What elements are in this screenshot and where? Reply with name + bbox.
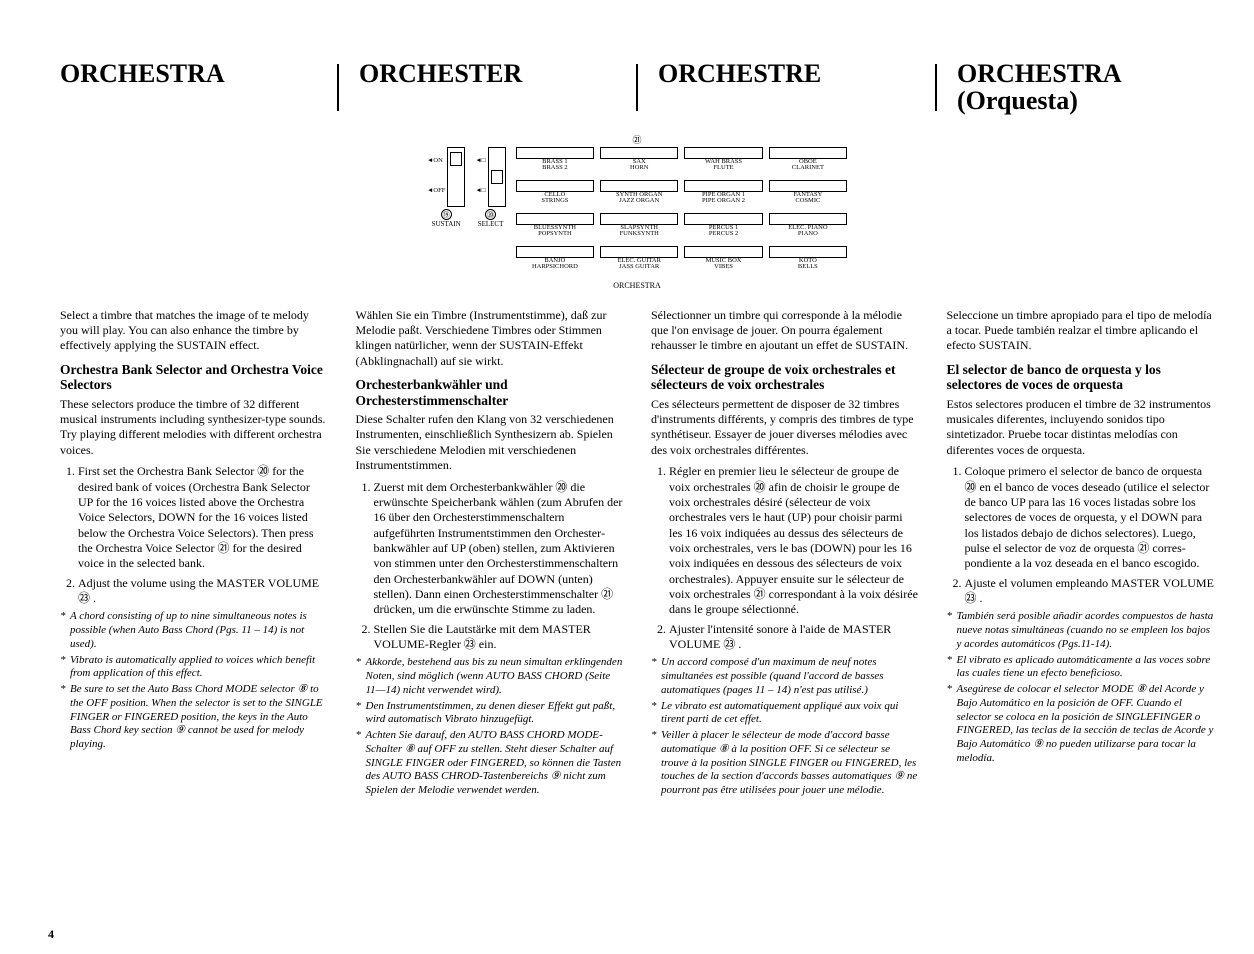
- voice-selector: [684, 147, 762, 159]
- voice-selector: [516, 180, 594, 192]
- divider: [935, 64, 937, 111]
- step-item: Adjust the volume using the MASTER VOLUM…: [78, 576, 328, 607]
- intro-text: Wählen Sie ein Timbre (Instrumentstimme)…: [356, 308, 624, 369]
- voice-selector: [600, 213, 678, 225]
- voice-label: SYNTH ORGAN JAZZ ORGAN: [600, 192, 678, 205]
- voice-label: KOTO BELLS: [769, 258, 847, 271]
- sustain-switch: ◄ON ◄OFF ⑲ SUSTAIN: [427, 147, 465, 228]
- title-row: ORCHESTRA ORCHESTER ORCHESTRE ORCHESTRA …: [60, 60, 1214, 115]
- intro-text: Select a timbre that matches the image o…: [60, 308, 328, 354]
- marker-20: ⑳: [485, 209, 496, 220]
- voice-label: PERCUS 1 PERCUS 2: [684, 225, 762, 238]
- voice-selector: [769, 246, 847, 258]
- step-item: Coloque primero el selector de banco de …: [965, 464, 1215, 572]
- voice-selector: [769, 147, 847, 159]
- subhead: Sélecteur de groupe de voix orchestrales…: [651, 362, 919, 393]
- sustain-label: SUSTAIN: [432, 220, 461, 228]
- marker-21: ㉑: [632, 133, 641, 146]
- divider: [337, 64, 339, 111]
- title-en: ORCHESTRA: [60, 60, 317, 115]
- note-item: Vibrato is automatically applied to voic…: [60, 654, 328, 682]
- selector-description: Ces sélecteurs permettent de disposer de…: [651, 397, 919, 458]
- select-switch: ◄□ ◄□ ⑳ SELECT: [475, 147, 505, 228]
- selector-description: Diese Schalter rufen den Klang von 32 ve…: [356, 412, 624, 473]
- voice-selector: [769, 213, 847, 225]
- title-de: ORCHESTER: [359, 60, 616, 115]
- note-item: Un accord composé d'un maximum de neuf n…: [651, 656, 919, 697]
- orchestra-diagram: ㉑ ◄ON ◄OFF ⑲ SUSTAIN ◄□ ◄□ ⑳: [427, 133, 847, 290]
- body-columns: Select a timbre that matches the image o…: [60, 308, 1214, 800]
- voice-selector: [600, 147, 678, 159]
- sustain-off-label: ◄OFF: [427, 188, 445, 195]
- voice-label: WAH BRASS FLUTE: [684, 159, 762, 172]
- page-number: 4: [48, 927, 54, 942]
- note-item: Veiller à placer le sélecteur de mode d'…: [651, 729, 919, 798]
- voice-label: PIPE ORGAN 1 PIPE ORGAN 2: [684, 192, 762, 205]
- voice-selector: [600, 246, 678, 258]
- note-item: Akkorde, bestehend aus bis zu neun simul…: [356, 656, 624, 697]
- voice-label: ELEC. PIANO PIANO: [769, 225, 847, 238]
- voice-label: CELLO STRINGS: [516, 192, 594, 205]
- marker-19: ⑲: [441, 209, 452, 220]
- voice-selector: [516, 147, 594, 159]
- sustain-on-label: ◄ON: [427, 158, 445, 165]
- title-es: ORCHESTRA (Orquesta): [957, 60, 1214, 115]
- intro-text: Seleccione un timbre apropiado para el t…: [947, 308, 1215, 354]
- note-item: El vibrato es aplicado automáticamente a…: [947, 654, 1215, 682]
- step-item: Ajuster l'intensité sonore à l'aide de M…: [669, 622, 919, 653]
- select-label: SELECT: [478, 220, 504, 228]
- col-es: Seleccione un timbre apropiado para el t…: [947, 308, 1215, 800]
- col-fr: Sélectionner un timbre qui corresponde à…: [651, 308, 919, 800]
- voice-grid: BRASS 1 BRASS 2 SAX HORN WAH BRASS FLUTE OB…: [516, 147, 847, 279]
- voice-selector: [684, 213, 762, 225]
- step-item: Ajuste el volumen empleando MASTER VOLUM…: [965, 576, 1215, 607]
- divider: [636, 64, 638, 111]
- note-item: Asegúrese de colocar el selector MODE ⑧ …: [947, 683, 1215, 766]
- voice-selector: [600, 180, 678, 192]
- voice-label: BANJO HARPSICHORD: [516, 258, 594, 271]
- voice-label: BLUESSYNTH POPSYNTH: [516, 225, 594, 238]
- voice-label: ELEC. GUITAR JASS GUITAR: [600, 258, 678, 271]
- voice-selector: [684, 246, 762, 258]
- voice-selector: [516, 213, 594, 225]
- subhead: Orchestra Bank Selector and Orchestra Vo…: [60, 362, 328, 393]
- orchestra-caption: ORCHESTRA: [427, 281, 847, 290]
- step-item: Régler en premier lieu le sélecteur de g…: [669, 464, 919, 618]
- step-item: First set the Orchestra Bank Selector ⑳ …: [78, 464, 328, 572]
- voice-label: SLAPSYNTH FUNKSYNTH: [600, 225, 678, 238]
- select-up-label: ◄□: [475, 158, 485, 165]
- col-de: Wählen Sie ein Timbre (Instrumentstimme)…: [356, 308, 624, 800]
- note-item: Le vibrato est automatiquement appliqué …: [651, 700, 919, 728]
- step-item: Zuerst mit dem Orchesterbankwähler ⑳ die…: [374, 480, 624, 618]
- selector-description: These selectors produce the timbre of 32…: [60, 397, 328, 458]
- selector-description: Estos selectores producen el timbre de 3…: [947, 397, 1215, 458]
- voice-label: OBOE CLARINET: [769, 159, 847, 172]
- voice-label: FANTASY COSMIC: [769, 192, 847, 205]
- voice-selector: [516, 246, 594, 258]
- note-item: Den Instrumentstimmen, zu denen dieser E…: [356, 700, 624, 728]
- subhead: Orchesterbankwähler und Orchesterstimmen…: [356, 377, 624, 408]
- voice-selector: [684, 180, 762, 192]
- step-item: Stellen Sie die Lautstärke mit dem MASTE…: [374, 622, 624, 653]
- note-item: A chord consisting of up to nine simulta…: [60, 610, 328, 651]
- voice-label: MUSIC BOX VIBES: [684, 258, 762, 271]
- intro-text: Sélectionner un timbre qui corresponde à…: [651, 308, 919, 354]
- note-item: También será posible añadir acordes comp…: [947, 610, 1215, 651]
- voice-label: BRASS 1 BRASS 2: [516, 159, 594, 172]
- col-en: Select a timbre that matches the image o…: [60, 308, 328, 800]
- note-item: Be sure to set the Auto Bass Chord MODE …: [60, 683, 328, 752]
- title-fr: ORCHESTRE: [658, 60, 915, 115]
- note-item: Achten Sie darauf, den AUTO BASS CHORD M…: [356, 729, 624, 798]
- subhead: El selector de banco de orquesta y los s…: [947, 362, 1215, 393]
- voice-selector: [769, 180, 847, 192]
- voice-label: SAX HORN: [600, 159, 678, 172]
- select-dn-label: ◄□: [475, 188, 485, 195]
